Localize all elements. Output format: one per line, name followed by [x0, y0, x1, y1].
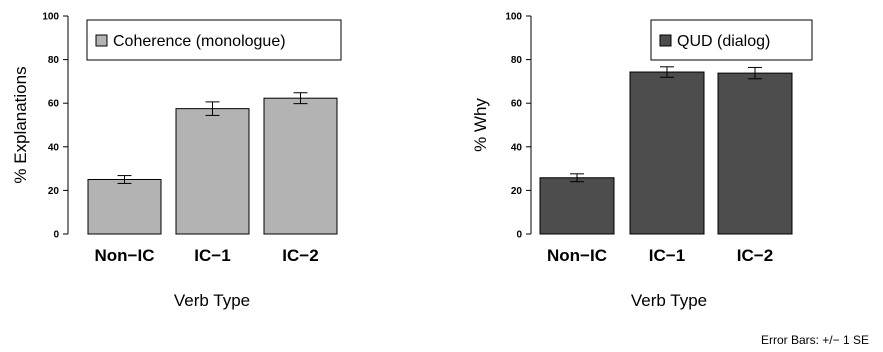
error-bars-note: Error Bars: +/− 1 SE — [761, 333, 869, 347]
y-tick-label: 60 — [511, 99, 523, 110]
y-tick-label: 0 — [516, 230, 522, 241]
chart-coherence-monologue: 0 20 40 60 80 100 Non−IC IC−1 IC−2 % Explanations… — [11, 12, 342, 310]
y-tick-label: 0 — [53, 230, 59, 241]
legend-box — [86, 19, 342, 61]
legend-label: Coherence (monologue) — [113, 33, 286, 50]
legend-swatch — [95, 34, 108, 47]
x-category-label: Non−IC — [547, 246, 607, 265]
y-tick-label: 60 — [48, 99, 60, 110]
x-category-label: IC−1 — [649, 246, 685, 265]
legend-label: QUD (dialog) — [677, 33, 770, 50]
bar — [539, 177, 615, 235]
bar — [263, 97, 338, 235]
y-tick-label: 100 — [505, 12, 522, 23]
x-axis-title: Verb Type — [174, 291, 250, 310]
bar — [717, 72, 793, 235]
y-tick-label: 40 — [511, 142, 523, 153]
x-category-label: IC−1 — [194, 246, 230, 265]
legend-swatch — [659, 34, 672, 47]
chart-qud-dialog: 0 20 40 60 80 100 Non−IC IC−1 IC−2 % Why Verb Type… — [471, 12, 813, 310]
x-category-label: IC−2 — [737, 246, 773, 265]
x-axis-title: Verb Type — [631, 291, 707, 310]
y-tick-label: 20 — [511, 186, 523, 197]
y-tick-label: 20 — [48, 186, 60, 197]
bar — [629, 71, 705, 235]
y-tick-label: 100 — [42, 12, 59, 23]
y-tick-label: 40 — [48, 142, 60, 153]
x-category-label: IC−2 — [282, 246, 318, 265]
legend-box — [650, 19, 813, 61]
bar — [87, 179, 162, 235]
y-tick-label: 80 — [511, 55, 523, 66]
x-category-label: Non−IC — [95, 246, 155, 265]
y-axis-title: % Why — [471, 98, 490, 152]
y-axis-title: % Explanations — [11, 66, 30, 183]
y-tick-label: 80 — [48, 55, 60, 66]
bar — [175, 108, 250, 235]
